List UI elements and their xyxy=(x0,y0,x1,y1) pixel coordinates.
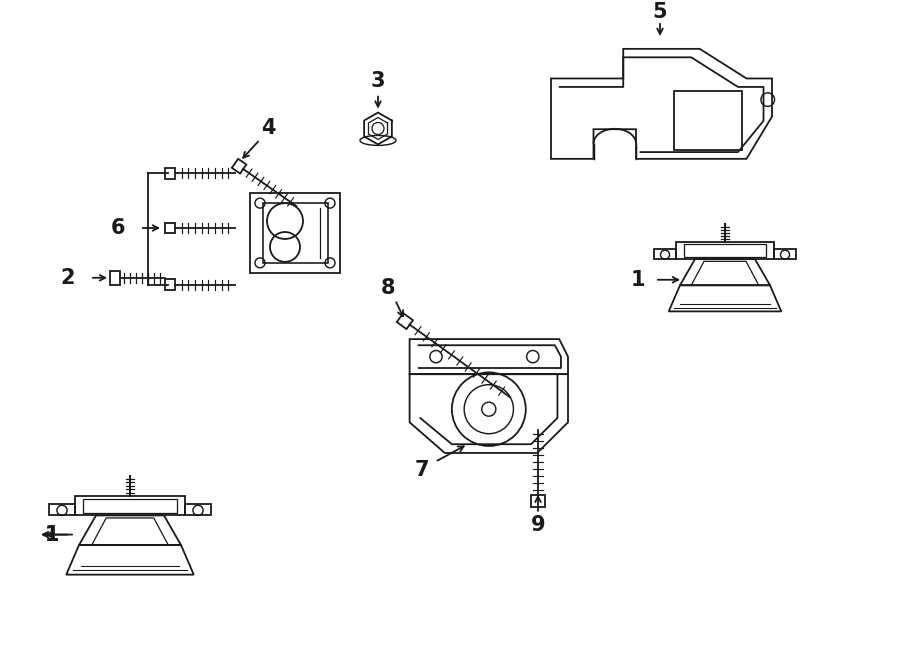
Text: 7: 7 xyxy=(415,460,429,480)
Text: 1: 1 xyxy=(631,270,645,290)
Text: 1: 1 xyxy=(45,525,59,545)
Text: 8: 8 xyxy=(381,278,395,297)
Text: 5: 5 xyxy=(652,2,667,22)
Text: 3: 3 xyxy=(371,71,385,91)
Text: 1: 1 xyxy=(45,525,59,545)
Text: 6: 6 xyxy=(111,218,125,238)
Text: 9: 9 xyxy=(531,515,545,535)
Text: 4: 4 xyxy=(261,118,275,139)
Text: 2: 2 xyxy=(61,268,76,288)
